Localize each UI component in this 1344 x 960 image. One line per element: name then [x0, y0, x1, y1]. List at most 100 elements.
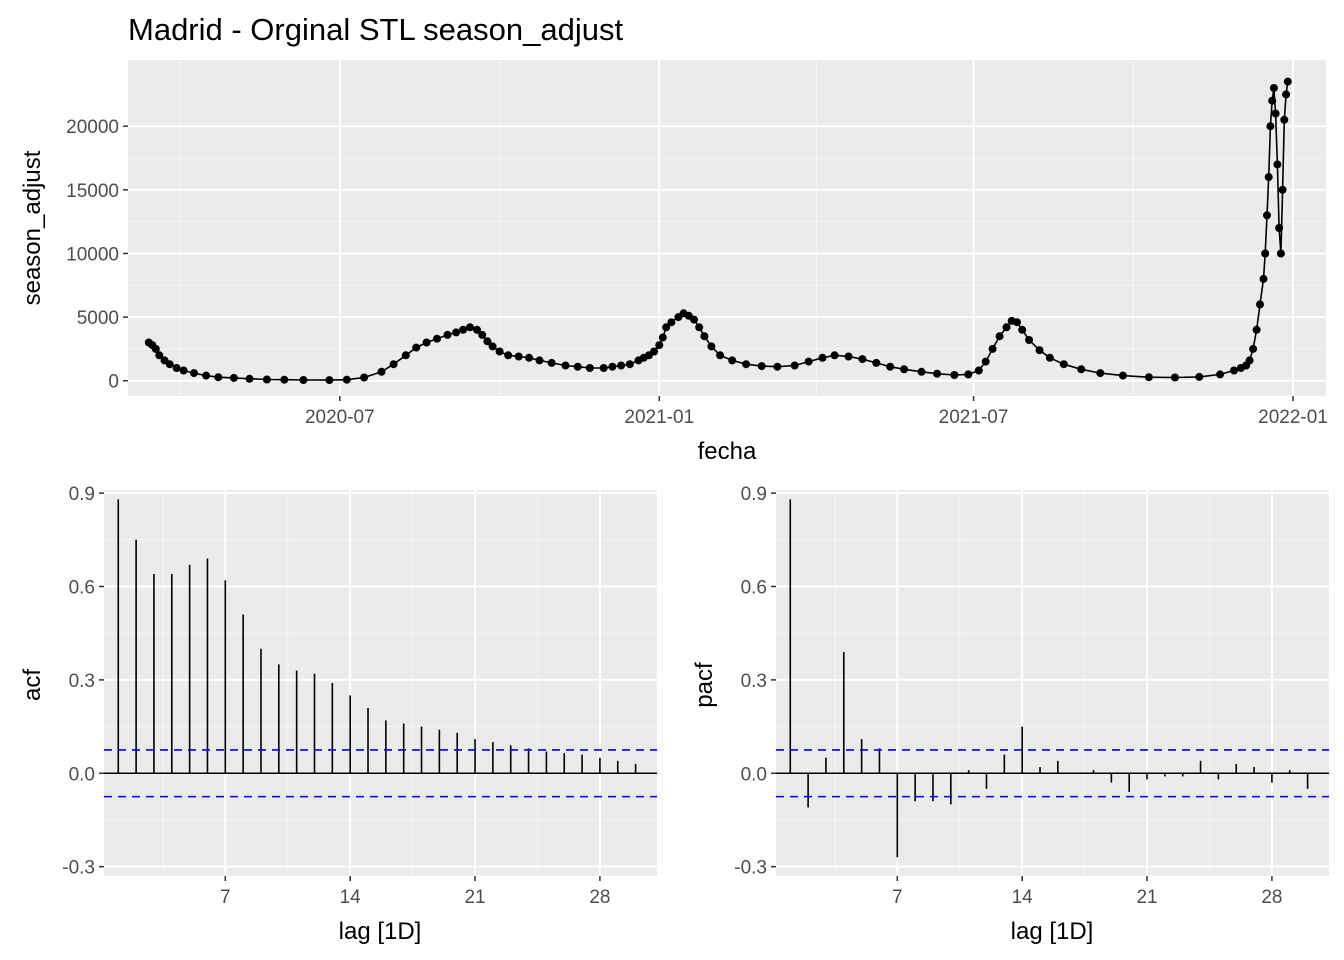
data-point	[412, 343, 421, 352]
data-point	[504, 351, 513, 360]
x-tick-label: 14	[1012, 887, 1034, 908]
data-point	[716, 351, 725, 360]
data-point	[422, 338, 431, 347]
data-point	[1268, 96, 1277, 105]
data-point	[488, 342, 497, 351]
pacf-panel-background	[776, 490, 1329, 876]
data-point	[483, 337, 492, 346]
data-point	[401, 351, 410, 360]
data-point	[1283, 77, 1292, 86]
data-point	[695, 323, 704, 332]
data-point	[818, 353, 827, 362]
data-point	[872, 358, 881, 367]
data-point	[599, 364, 608, 372]
data-point	[1252, 325, 1261, 334]
x-tick-label: 7	[892, 887, 903, 908]
top-y-axis-label: season_adjust	[19, 150, 46, 305]
x-tick-label: 21	[1136, 887, 1157, 908]
y-tick-label: 0.6	[741, 578, 767, 599]
data-point	[478, 330, 487, 339]
x-tick-label: 7	[220, 887, 231, 908]
x-tick-label: 28	[589, 887, 610, 908]
top-x-axis-label: fecha	[698, 438, 757, 465]
data-point	[950, 371, 959, 379]
data-point	[844, 352, 853, 361]
data-point	[245, 374, 254, 383]
data-point	[773, 362, 782, 371]
acf-x-axis-label: lag [1D]	[339, 918, 422, 945]
data-point	[443, 330, 452, 339]
data-point	[900, 365, 909, 374]
data-point	[1259, 274, 1268, 283]
data-point	[495, 347, 504, 356]
data-point	[1264, 173, 1273, 182]
data-point	[190, 369, 198, 378]
data-point	[1195, 372, 1204, 381]
data-point	[377, 367, 386, 376]
y-tick-label: 10000	[66, 244, 119, 265]
y-tick-label: 0.3	[69, 671, 95, 692]
data-point	[650, 347, 659, 356]
data-point	[662, 323, 671, 332]
data-point	[933, 369, 942, 378]
data-point	[151, 344, 160, 353]
data-point	[262, 375, 271, 384]
data-point	[1256, 300, 1264, 309]
y-tick-label: 0.3	[741, 671, 767, 692]
data-point	[728, 356, 737, 365]
data-point	[179, 366, 188, 375]
data-point	[700, 332, 709, 341]
data-point	[547, 358, 556, 367]
data-point	[525, 353, 534, 362]
data-point	[360, 373, 369, 382]
data-point	[1282, 90, 1291, 99]
data-point	[1077, 365, 1086, 374]
data-point	[561, 361, 570, 370]
data-point	[1261, 249, 1270, 258]
data-point	[690, 315, 698, 324]
data-point	[1273, 160, 1282, 169]
data-point	[1025, 336, 1034, 344]
data-point	[830, 351, 839, 360]
x-tick-label: 2021-01	[624, 407, 694, 428]
data-point	[1278, 185, 1287, 194]
data-point	[1245, 356, 1254, 365]
data-point	[473, 325, 481, 334]
data-point	[1230, 366, 1238, 375]
acf-panel-background	[104, 490, 657, 876]
data-point	[886, 362, 895, 371]
data-point	[625, 360, 634, 369]
x-tick-label: 2020-07	[305, 407, 375, 428]
pacf-y-axis-label: pacf	[691, 662, 718, 708]
data-point	[804, 357, 813, 366]
data-point	[742, 360, 751, 369]
acf-y-axis-label: acf	[19, 669, 46, 701]
data-point	[658, 333, 667, 342]
data-point	[858, 355, 867, 364]
data-point	[1271, 109, 1280, 118]
x-tick-label: 2021-07	[939, 407, 1009, 428]
data-point	[325, 376, 334, 385]
data-point	[1035, 346, 1044, 355]
data-point	[617, 361, 626, 370]
data-point	[964, 370, 973, 379]
pacf-x-axis-label: lag [1D]	[1011, 918, 1094, 945]
y-tick-label: 0.0	[69, 764, 95, 785]
data-point	[667, 318, 676, 327]
data-point	[214, 373, 223, 382]
data-point	[1170, 373, 1179, 382]
data-point	[1263, 211, 1271, 220]
data-point	[1280, 115, 1289, 124]
y-tick-label: -0.3	[734, 858, 767, 879]
y-tick-label: 15000	[66, 181, 119, 202]
y-tick-label: 0	[108, 372, 119, 393]
data-point	[1266, 122, 1275, 131]
data-point	[433, 334, 441, 343]
data-point	[974, 366, 983, 375]
data-point	[1059, 360, 1068, 369]
data-point	[655, 341, 664, 350]
data-point	[466, 323, 474, 332]
data-point	[155, 351, 164, 360]
data-point	[1144, 373, 1153, 382]
